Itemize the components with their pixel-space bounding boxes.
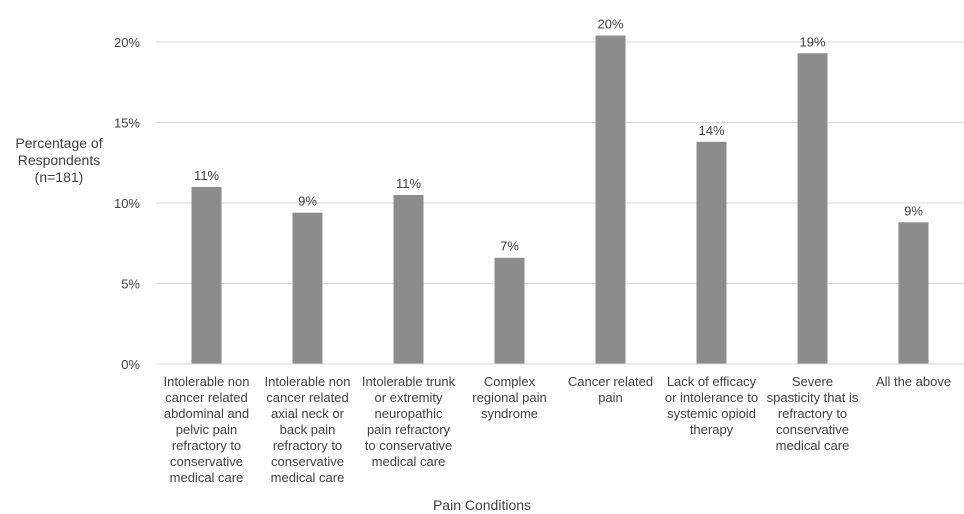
y-tick-label: 20% xyxy=(114,35,140,50)
data-label: 11% xyxy=(396,176,421,191)
data-label: 9% xyxy=(904,203,923,218)
data-label: 19% xyxy=(799,34,825,49)
x-tick-label: Lack of efficacy or intolerance to syste… xyxy=(664,374,759,437)
y-tick-label: 15% xyxy=(114,116,140,131)
x-tick-label: Complex regional pain syndrome xyxy=(472,374,547,421)
bar xyxy=(595,35,626,365)
data-label: 7% xyxy=(500,239,519,254)
x-tick-label: Intolerable non cancer related abdominal… xyxy=(163,374,250,485)
y-axis-title: Percentage of Respondents (n=181) xyxy=(15,135,103,185)
x-tick-label: Severe spasticity that is refractory to … xyxy=(766,374,859,453)
x-tick-label: All the above xyxy=(875,374,952,389)
bar xyxy=(292,212,323,364)
x-axis-title: Pain Conditions xyxy=(432,497,532,513)
bar xyxy=(797,53,828,365)
bar xyxy=(494,257,525,364)
bar xyxy=(696,141,727,364)
x-tick-label: Intolerable trunk or extremity neuropath… xyxy=(361,374,456,469)
y-tick-label: 0% xyxy=(121,357,140,372)
data-label: 14% xyxy=(698,123,724,138)
bar xyxy=(191,186,222,364)
data-label: 11% xyxy=(194,168,219,183)
y-tick-label: 10% xyxy=(114,196,140,211)
y-tick-label: 5% xyxy=(121,277,140,292)
data-label: 9% xyxy=(298,194,317,209)
data-label: 20% xyxy=(597,17,623,32)
x-tick-label: Cancer related pain xyxy=(567,374,654,405)
bar xyxy=(393,194,424,364)
x-tick-label: Intolerable non cancer related axial nec… xyxy=(264,374,351,485)
bar xyxy=(898,222,929,364)
